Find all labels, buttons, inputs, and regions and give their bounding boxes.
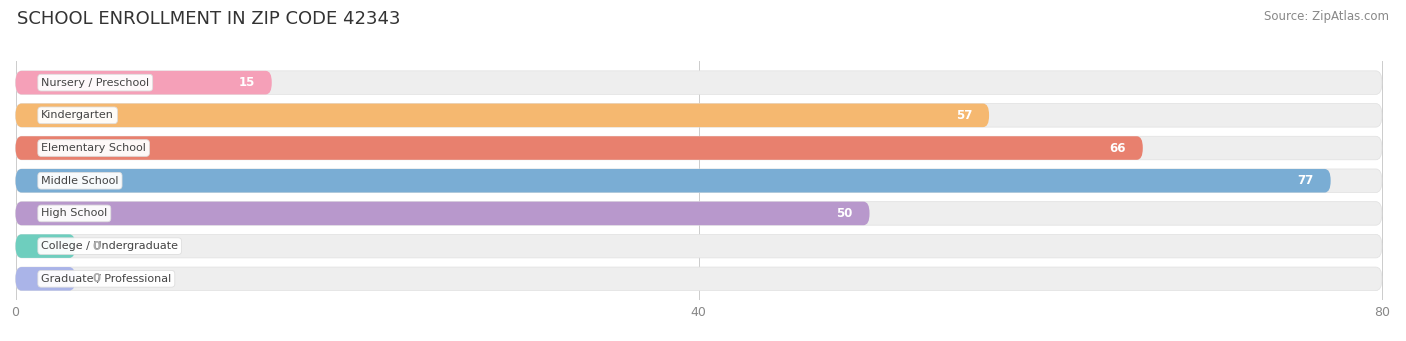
Text: High School: High School xyxy=(41,208,107,219)
FancyBboxPatch shape xyxy=(15,202,869,225)
Text: 66: 66 xyxy=(1109,142,1126,154)
Text: SCHOOL ENROLLMENT IN ZIP CODE 42343: SCHOOL ENROLLMENT IN ZIP CODE 42343 xyxy=(17,10,401,28)
Text: College / Undergraduate: College / Undergraduate xyxy=(41,241,179,251)
FancyBboxPatch shape xyxy=(15,267,76,291)
FancyBboxPatch shape xyxy=(15,267,1382,291)
FancyBboxPatch shape xyxy=(15,202,1382,225)
FancyBboxPatch shape xyxy=(15,169,1330,193)
FancyBboxPatch shape xyxy=(15,104,1382,127)
Text: Elementary School: Elementary School xyxy=(41,143,146,153)
Text: Middle School: Middle School xyxy=(41,176,118,186)
Text: 0: 0 xyxy=(93,240,101,253)
Text: Graduate / Professional: Graduate / Professional xyxy=(41,274,172,284)
Text: 0: 0 xyxy=(93,272,101,285)
FancyBboxPatch shape xyxy=(15,169,1382,193)
Text: 15: 15 xyxy=(238,76,254,89)
Text: 57: 57 xyxy=(956,109,972,122)
FancyBboxPatch shape xyxy=(15,71,271,94)
FancyBboxPatch shape xyxy=(15,104,988,127)
Text: 50: 50 xyxy=(837,207,852,220)
FancyBboxPatch shape xyxy=(15,71,1382,94)
Text: Nursery / Preschool: Nursery / Preschool xyxy=(41,78,149,88)
FancyBboxPatch shape xyxy=(15,234,76,258)
Text: Kindergarten: Kindergarten xyxy=(41,110,114,120)
FancyBboxPatch shape xyxy=(15,234,1382,258)
Text: Source: ZipAtlas.com: Source: ZipAtlas.com xyxy=(1264,10,1389,23)
FancyBboxPatch shape xyxy=(15,136,1143,160)
FancyBboxPatch shape xyxy=(15,136,1382,160)
Text: 77: 77 xyxy=(1298,174,1313,187)
